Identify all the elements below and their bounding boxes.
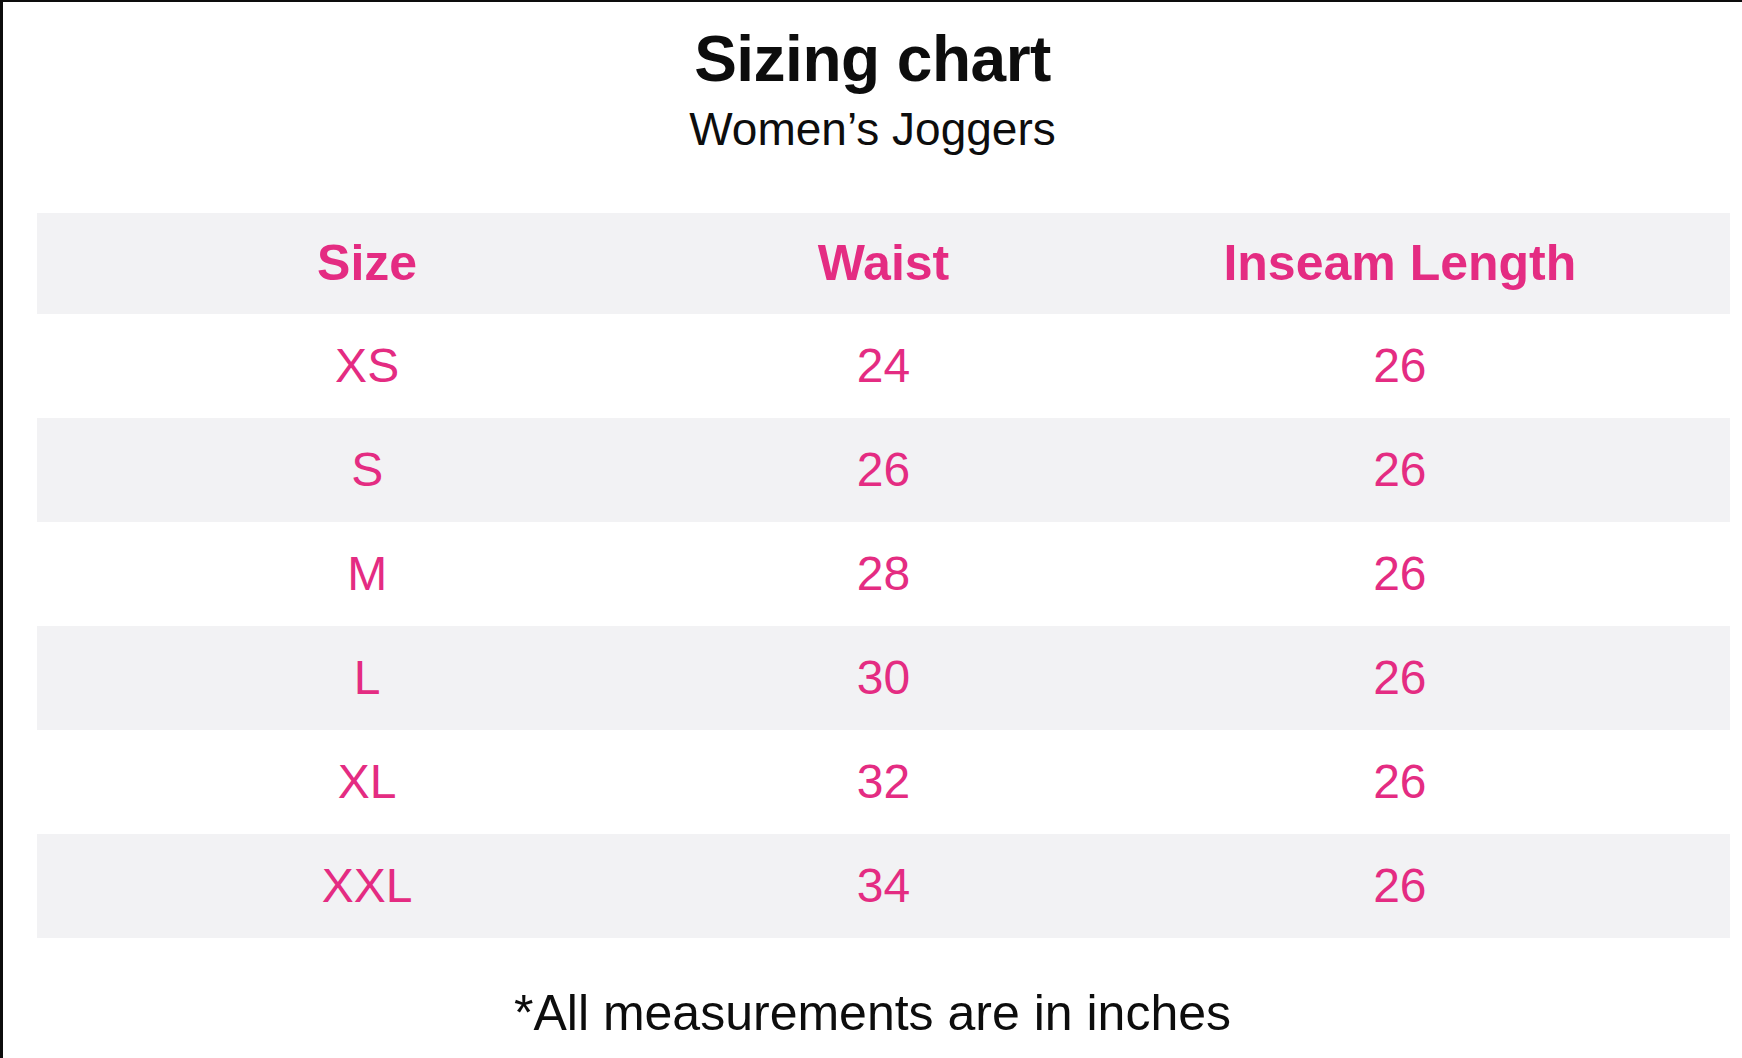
sizing-table: Size Waist Inseam Length XS 24 26 S 26 2… (37, 213, 1730, 938)
inseam-cell: 26 (1070, 522, 1730, 626)
table-row: XS 24 26 (37, 314, 1730, 418)
inseam-cell: 26 (1070, 834, 1730, 938)
sizing-chart-panel: Sizing chart Women’s Joggers Size Waist … (0, 0, 1742, 1058)
waist-cell: 24 (697, 314, 1069, 418)
table-header-row: Size Waist Inseam Length (37, 213, 1730, 314)
table-row: M 28 26 (37, 522, 1730, 626)
size-cell: L (37, 626, 697, 730)
column-header-inseam: Inseam Length (1070, 213, 1730, 314)
column-header-waist: Waist (697, 213, 1069, 314)
inseam-cell: 26 (1070, 626, 1730, 730)
size-cell: XXL (37, 834, 697, 938)
size-cell: S (37, 418, 697, 522)
size-cell: M (37, 522, 697, 626)
table-row: XL 32 26 (37, 730, 1730, 834)
inseam-cell: 26 (1070, 730, 1730, 834)
inseam-cell: 26 (1070, 418, 1730, 522)
page-title: Sizing chart (3, 2, 1742, 96)
table-row: S 26 26 (37, 418, 1730, 522)
waist-cell: 26 (697, 418, 1069, 522)
size-cell: XL (37, 730, 697, 834)
waist-cell: 32 (697, 730, 1069, 834)
measurements-footnote: *All measurements are in inches (3, 984, 1742, 1042)
column-header-size: Size (37, 213, 697, 314)
waist-cell: 28 (697, 522, 1069, 626)
table-row: XXL 34 26 (37, 834, 1730, 938)
waist-cell: 34 (697, 834, 1069, 938)
page-subtitle: Women’s Joggers (3, 102, 1742, 157)
inseam-cell: 26 (1070, 314, 1730, 418)
table-row: L 30 26 (37, 626, 1730, 730)
waist-cell: 30 (697, 626, 1069, 730)
size-cell: XS (37, 314, 697, 418)
